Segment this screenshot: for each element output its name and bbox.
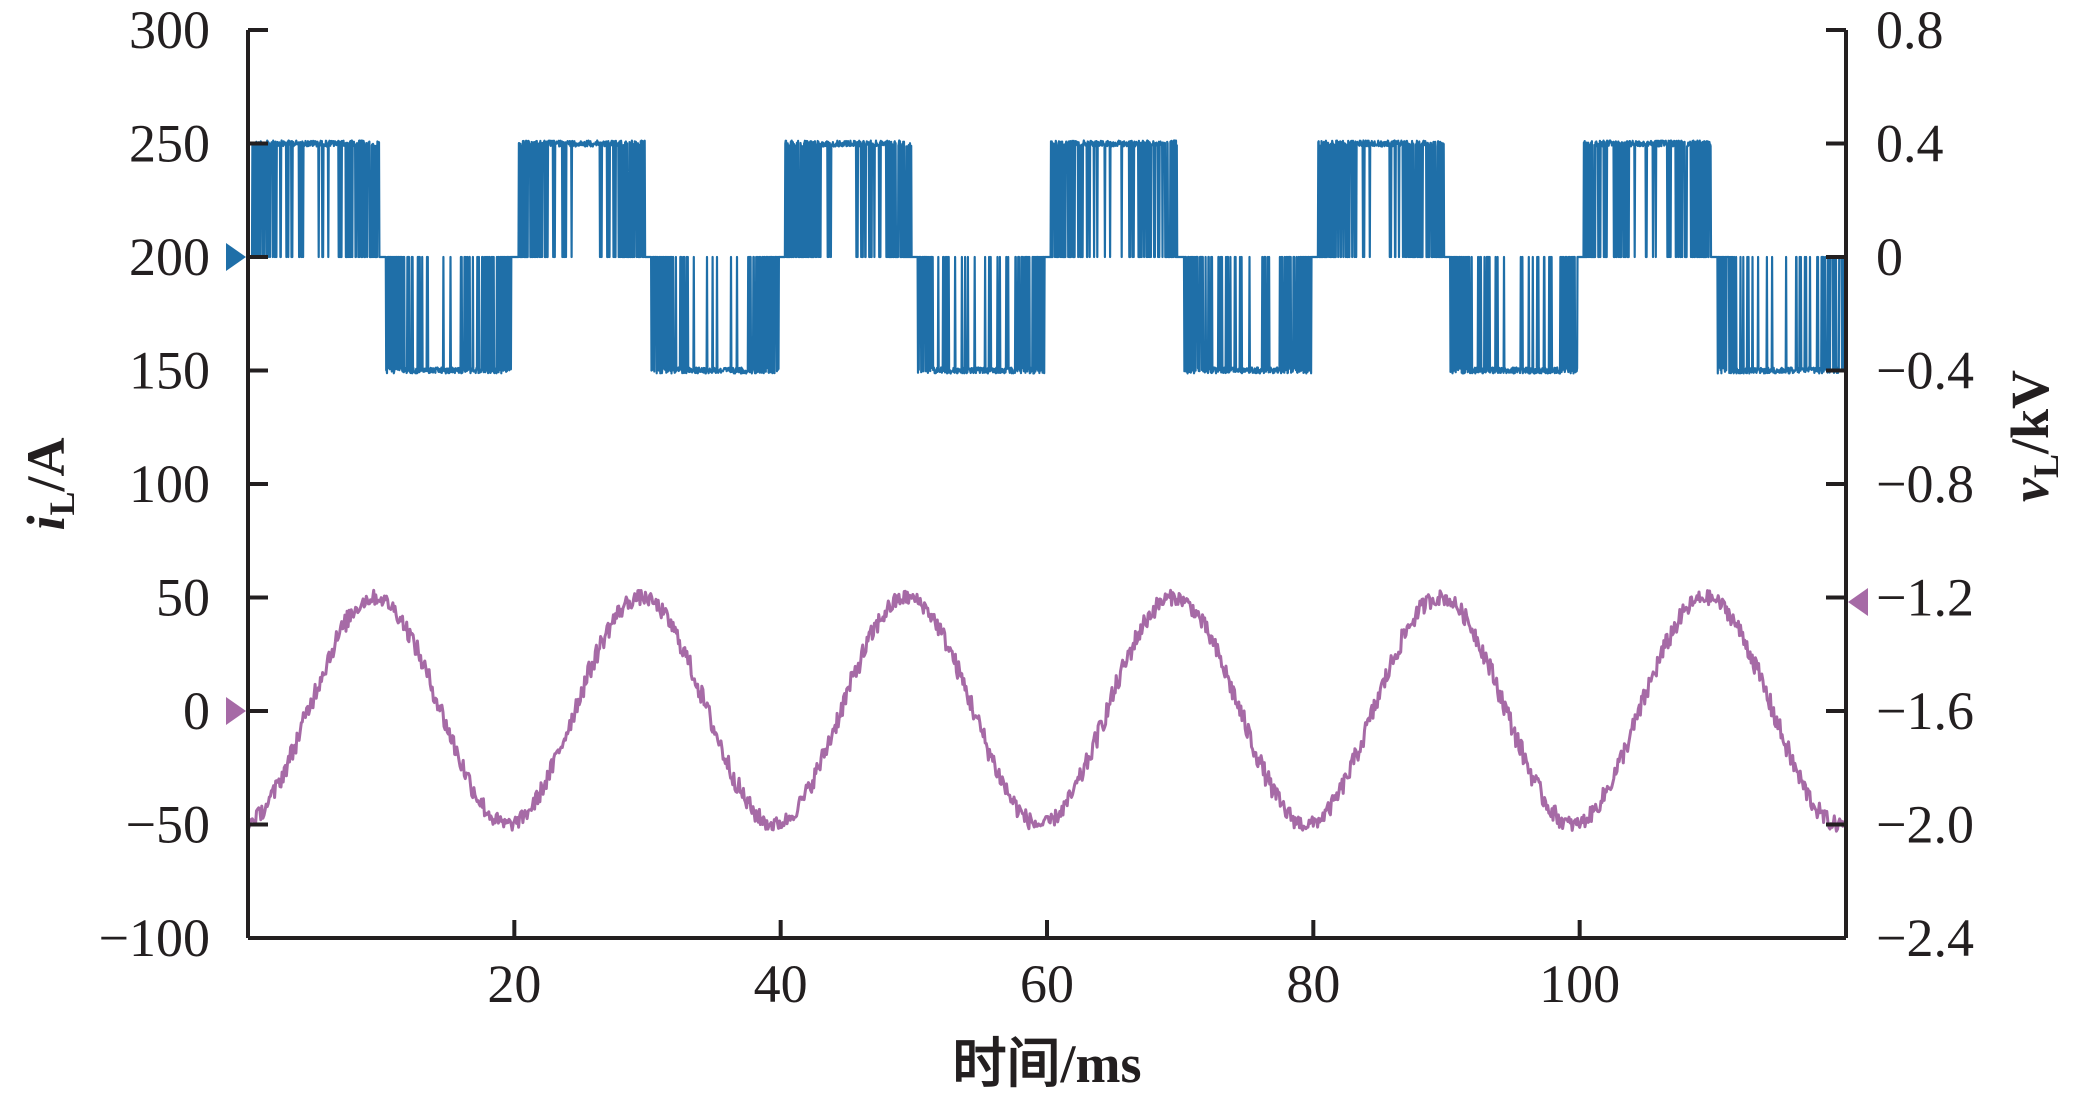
- voltage-baseline-marker: [226, 243, 246, 271]
- y-left-title-unit: /A: [16, 437, 76, 492]
- y-left-tick-label: 100: [129, 454, 210, 514]
- current-baseline-marker: [226, 697, 246, 725]
- x-tick-label: 20: [487, 954, 541, 1014]
- y-right-tick-label: −2.0: [1876, 795, 1974, 855]
- y-right-tick-label: −1.6: [1876, 681, 1974, 741]
- y-right-ticks: −2.4 −2.0 −1.6 −1.2 −0.8 −0.4 0 0.4 0.8: [1826, 0, 1974, 968]
- x-tick-label: 60: [1020, 954, 1074, 1014]
- y-left-tick-label: 50: [156, 568, 210, 628]
- y-right-title-main: v: [2000, 477, 2060, 502]
- y-right-tick-label: −1.2: [1876, 568, 1974, 628]
- y-left-title-main: i: [16, 516, 76, 531]
- y-left-title-sub: L: [42, 491, 82, 515]
- y-right-title-unit: /kV: [2000, 370, 2060, 455]
- y-right-title-sub: L: [2026, 454, 2066, 478]
- y-right-tick-label: 0.8: [1876, 0, 1944, 60]
- y-left-tick-label: 200: [129, 227, 210, 287]
- x-ticks: 20 40 60 80 100: [487, 920, 1620, 1014]
- y-left-ticks: −100 −50 0 50 100 150 200 250 300: [99, 0, 268, 968]
- series-voltage-line: [247, 139, 1847, 375]
- y-right-tick-label: 0.4: [1876, 114, 1944, 174]
- y-right-tick-label: −0.4: [1876, 341, 1974, 401]
- y-left-tick-label: 300: [129, 0, 210, 60]
- y-right-tick-label: −0.8: [1876, 454, 1974, 514]
- current-end-marker: [1848, 588, 1868, 617]
- y-axis-left-title: iL/A: [16, 437, 82, 530]
- y-right-tick-label: 0: [1876, 227, 1903, 287]
- x-axis-title: 时间/ms: [953, 1034, 1142, 1094]
- y-right-tick-label: −2.4: [1876, 908, 1974, 968]
- y-left-tick-label: 150: [129, 341, 210, 401]
- x-tick-label: 40: [754, 954, 808, 1014]
- y-left-tick-label: 250: [129, 114, 210, 174]
- baseline-markers: [226, 243, 1868, 725]
- y-axis-right-title: vL/kV: [2000, 370, 2066, 502]
- series-layer: [246, 139, 1848, 833]
- series-current-line: [246, 588, 1848, 833]
- x-tick-label: 100: [1539, 954, 1620, 1014]
- y-left-tick-label: −50: [126, 795, 210, 855]
- x-tick-label: 80: [1286, 954, 1340, 1014]
- y-left-tick-label: 0: [183, 681, 210, 741]
- y-left-tick-label: −100: [99, 908, 210, 968]
